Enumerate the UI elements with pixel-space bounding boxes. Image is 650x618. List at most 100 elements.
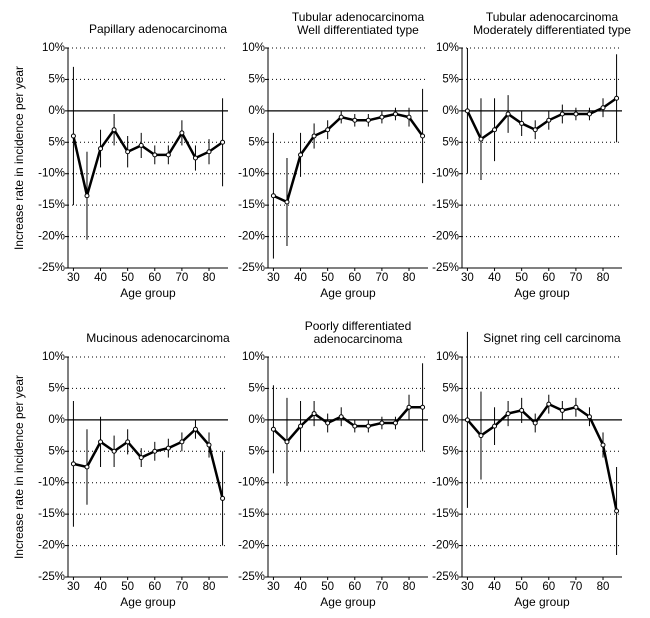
- data-point: [125, 149, 131, 155]
- y-tick-label: 5%: [248, 382, 265, 394]
- x-tick-label: 50: [321, 272, 334, 284]
- x-tick-label: 70: [569, 581, 582, 593]
- x-tick-label: 50: [321, 581, 334, 593]
- data-line: [272, 406, 423, 444]
- data-point: [192, 426, 198, 432]
- x-tick-label: 30: [461, 272, 474, 284]
- data-line: [466, 402, 618, 512]
- data-point: [206, 149, 212, 155]
- data-point: [586, 111, 592, 117]
- y-axis-label: Increase rate in incidence per year: [12, 375, 26, 559]
- data-point: [311, 133, 317, 139]
- data-point: [298, 423, 304, 429]
- x-tick-label: 50: [515, 581, 528, 593]
- y-tick-label: -10%: [38, 168, 65, 180]
- x-tick-label: 60: [148, 581, 161, 593]
- y-tick-label: 5%: [442, 445, 459, 457]
- x-tick-label: 60: [148, 272, 161, 284]
- data-point: [492, 423, 498, 429]
- panel-title: Mucinous adenocarcinoma: [86, 331, 230, 345]
- x-tick-label: 60: [542, 272, 555, 284]
- data-point: [573, 111, 579, 117]
- data-point: [379, 114, 385, 120]
- data-point: [546, 117, 552, 123]
- x-tick-label: 60: [348, 272, 361, 284]
- y-tick-label: 5%: [48, 136, 65, 148]
- data-point: [165, 152, 171, 158]
- data-point: [98, 439, 104, 445]
- data-point: [325, 420, 331, 426]
- panel-title: Tubular adenocarcinoma: [486, 10, 619, 24]
- y-tick-label: -25%: [432, 262, 459, 274]
- data-point: [600, 105, 606, 111]
- x-axis-label: Age group: [120, 595, 176, 609]
- data-point: [519, 120, 525, 126]
- y-tick-label: -20%: [38, 540, 65, 552]
- x-tick-label: 70: [375, 581, 388, 593]
- x-tick-label: 80: [203, 272, 216, 284]
- data-point: [532, 420, 538, 426]
- data-point: [546, 401, 552, 407]
- data-point: [559, 111, 565, 117]
- data-point: [165, 445, 171, 451]
- data-point: [532, 127, 538, 133]
- x-tick-label: 30: [461, 581, 474, 593]
- x-tick-label: 70: [569, 272, 582, 284]
- y-tick-label: 5%: [48, 73, 65, 85]
- data-point: [420, 133, 426, 139]
- x-tick-label: 50: [515, 272, 528, 284]
- x-tick-label: 30: [267, 581, 280, 593]
- panel-title: Moderately differentiated type: [473, 23, 631, 37]
- data-point: [284, 199, 290, 205]
- y-tick-label: -25%: [38, 571, 65, 583]
- x-tick-label: 60: [348, 581, 361, 593]
- data-point: [365, 117, 371, 123]
- y-tick-label: 10%: [242, 42, 265, 54]
- panel-title: Poorly differentiated: [305, 319, 412, 333]
- data-point: [492, 127, 498, 133]
- x-tick-label: 50: [121, 272, 134, 284]
- data-point: [614, 508, 620, 514]
- x-axis-label: Age group: [120, 286, 176, 300]
- y-tick-label: -25%: [432, 571, 459, 583]
- y-tick-label: -10%: [238, 168, 265, 180]
- x-tick-label: 40: [294, 581, 307, 593]
- y-tick-label: 5%: [248, 445, 265, 457]
- y-tick-label: -15%: [432, 508, 459, 520]
- data-point: [111, 448, 117, 454]
- data-line: [73, 427, 224, 499]
- data-point: [505, 111, 511, 117]
- data-point: [125, 439, 131, 445]
- data-point: [478, 433, 484, 439]
- x-tick-label: 40: [294, 272, 307, 284]
- x-tick-label: 30: [67, 272, 80, 284]
- data-point: [406, 404, 412, 410]
- x-tick-label: 40: [488, 272, 501, 284]
- y-tick-label: 0%: [48, 414, 65, 426]
- x-tick-label: 30: [267, 272, 280, 284]
- y-tick-label: 10%: [242, 351, 265, 363]
- x-tick-label: 80: [597, 272, 610, 284]
- data-point: [111, 127, 117, 133]
- y-tick-label: 10%: [436, 351, 459, 363]
- data-point: [84, 464, 90, 470]
- x-tick-label: 40: [488, 581, 501, 593]
- data-point: [464, 108, 470, 114]
- data-point: [192, 155, 198, 161]
- y-tick-label: -20%: [432, 231, 459, 243]
- y-tick-label: -15%: [38, 199, 65, 211]
- y-tick-label: -20%: [432, 540, 459, 552]
- data-point: [505, 411, 511, 417]
- y-tick-label: -20%: [238, 540, 265, 552]
- y-tick-label: 0%: [48, 105, 65, 117]
- data-line: [72, 127, 224, 197]
- x-tick-label: 40: [94, 272, 107, 284]
- y-tick-label: 0%: [248, 105, 265, 117]
- data-point: [206, 442, 212, 448]
- data-point: [392, 111, 398, 117]
- x-tick-label: 60: [542, 581, 555, 593]
- data-point: [559, 407, 565, 413]
- data-point: [152, 152, 158, 158]
- data-point: [379, 420, 385, 426]
